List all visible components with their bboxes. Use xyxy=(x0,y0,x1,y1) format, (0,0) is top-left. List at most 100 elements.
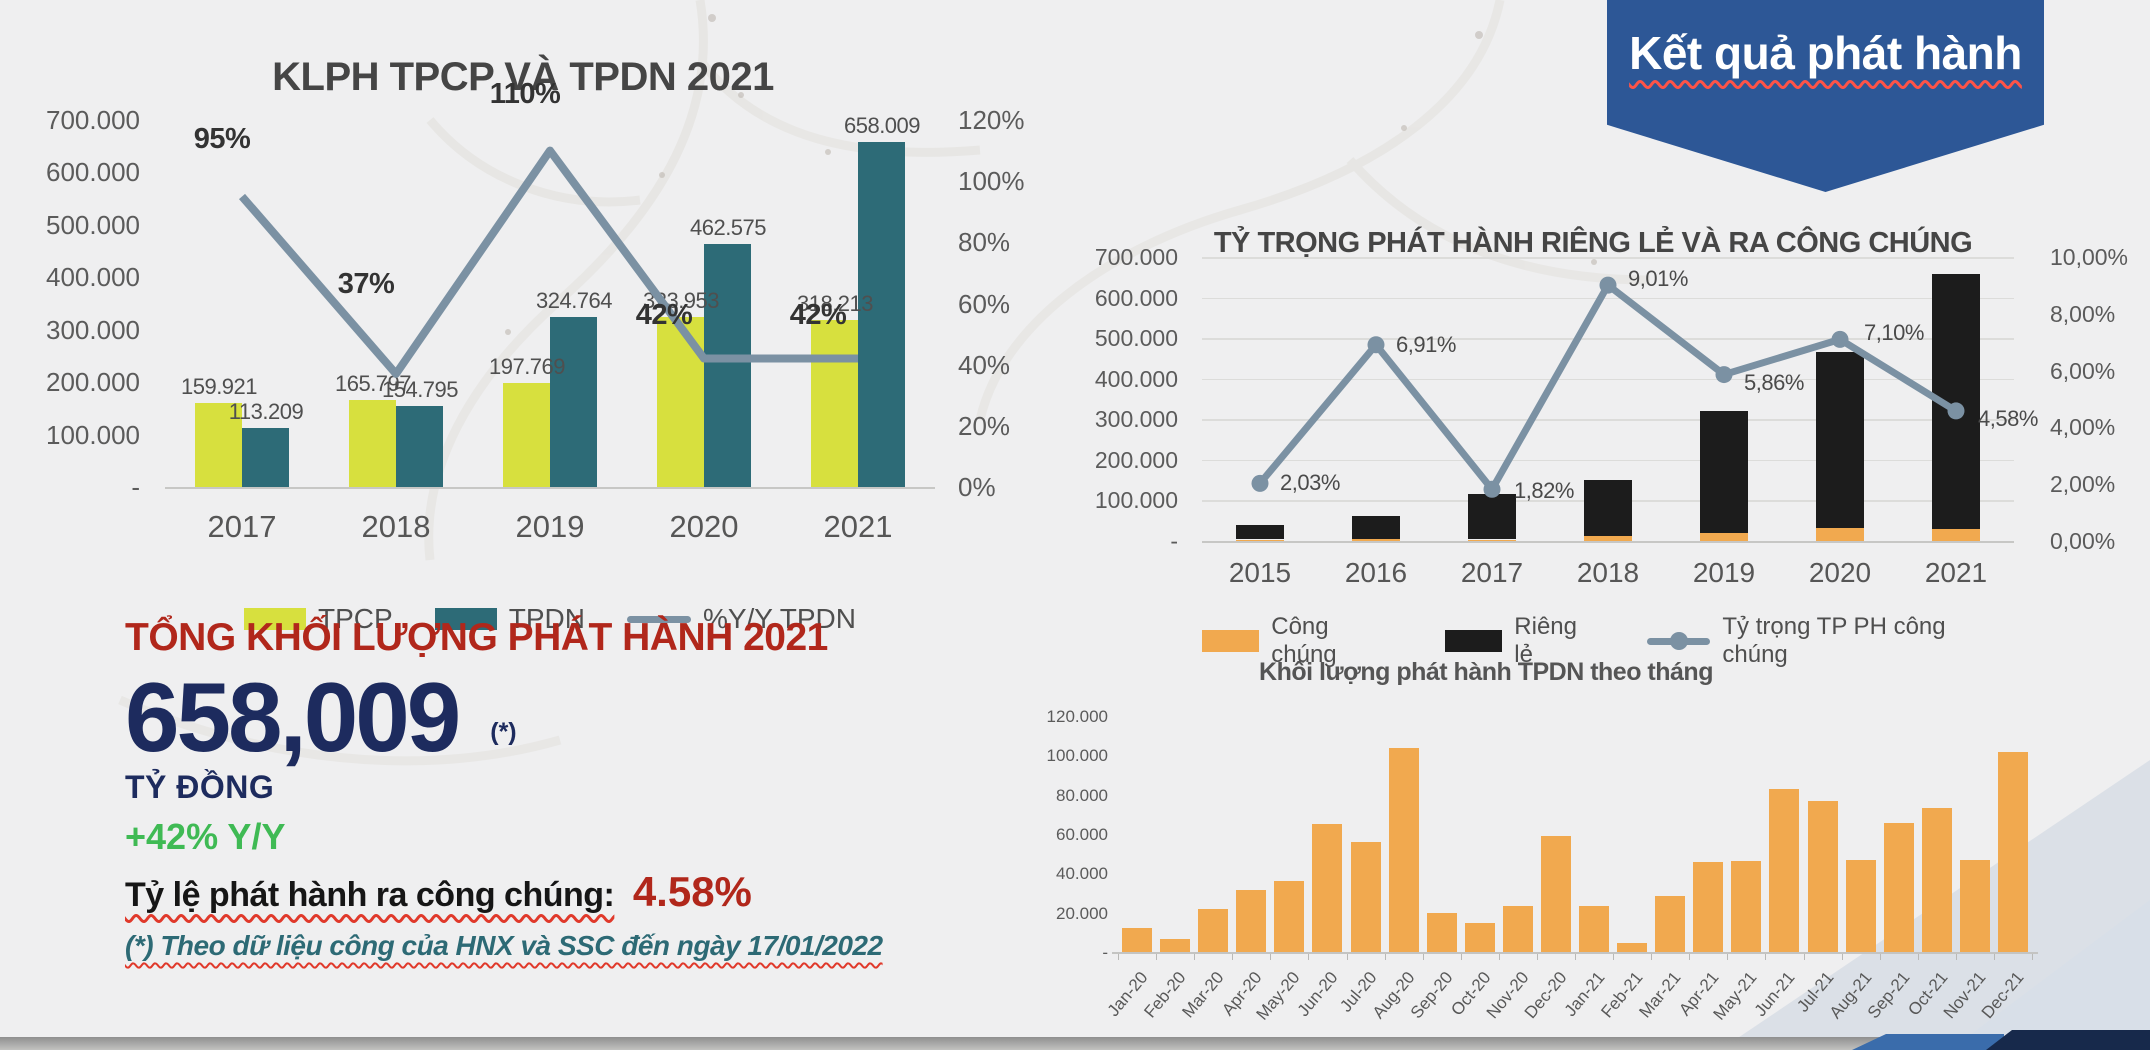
chart3-bar-month xyxy=(1122,928,1153,952)
decor-bottom-navy-strip xyxy=(1986,1030,2150,1050)
chart3-bar-month xyxy=(1236,890,1267,952)
chart2-ratio-label: 6,91% xyxy=(1396,331,1456,357)
chart2-right-axis-tick: 0,00% xyxy=(2050,528,2116,554)
chart3-axis-tickmark xyxy=(1879,954,1881,960)
chart2-bar-cong-chung xyxy=(1468,539,1516,541)
chart3-bar-month xyxy=(1617,943,1648,952)
chart1-yoy-label: 42% xyxy=(635,298,693,331)
chart3-y-axis-tick: 100.000 xyxy=(1046,746,1108,766)
chart1-bar-tpdn xyxy=(396,405,443,487)
chart3-axis-tickmark xyxy=(1194,954,1196,960)
chart2-legend-label: Công chúng xyxy=(1271,613,1337,668)
chart3-bar-month xyxy=(1845,859,1876,952)
chart1-legend: TPCP TPDN %Y/Y TPDN xyxy=(165,603,935,635)
chart2-ratio-label: 1,82% xyxy=(1514,478,1574,504)
chart3-axis-tickmark xyxy=(2032,954,2033,960)
chart3-bar-month xyxy=(1921,808,1952,952)
chart1-legend-label: TPCP xyxy=(318,603,393,634)
chart2-right-axis-tick: 8,00% xyxy=(2050,300,2116,327)
chart2-legend-item: Riêng lẻ xyxy=(1445,613,1601,669)
chart3-bar-month xyxy=(1312,824,1343,952)
chart2-left-axis-tick: 400.000 xyxy=(1094,365,1178,392)
chart1-right-axis-tick: 80% xyxy=(958,227,1011,258)
chart1-right-axis-tick: 20% xyxy=(958,410,1011,441)
chart3-bar-month xyxy=(1350,841,1381,952)
chart1-yoy-label: 110% xyxy=(489,77,561,110)
chart2-title: TỶ TRỌNG PHÁT HÀNH RIÊNG LẺ VÀ RA CÔNG C… xyxy=(1213,227,1973,259)
chart2-bar-rieng-le xyxy=(1700,411,1748,534)
chart3-axis-tickmark xyxy=(1575,954,1576,960)
chart1-yoy-label: 37% xyxy=(337,267,395,300)
chart1-baseline xyxy=(165,487,935,489)
chart2-right-axis-tick: 6,00% xyxy=(2050,357,2116,384)
chart3-axis-tickmark xyxy=(1803,954,1805,960)
chart1-right-axis-tick: 0% xyxy=(958,472,996,502)
chart3-y-axis-tick: 40.000 xyxy=(1056,864,1108,884)
chart2-baseline xyxy=(1202,541,2014,543)
chart2-legend-swatch xyxy=(1445,630,1503,652)
chart2-left-axis-tick: 300.000 xyxy=(1094,406,1178,433)
chart2-left-axis-tick: 100.000 xyxy=(1094,487,1178,514)
chart3-bar-month xyxy=(1997,752,2028,952)
chart3-y-axis-tick: 120.000 xyxy=(1046,707,1108,726)
chart3-bar-month xyxy=(1274,881,1305,952)
chart1-left-axis-tick: 700.000 xyxy=(46,105,140,135)
chart1-bar-value-tpcp: 197.769 xyxy=(488,354,566,380)
chart1-bar-value-tpdn: 113.209 xyxy=(228,398,304,424)
chart2-ratio-label: 5,86% xyxy=(1744,369,1804,395)
chart3-axis-tickmark xyxy=(1955,954,1957,960)
chart2-left-axis-tick: 600.000 xyxy=(1094,284,1178,311)
chart1-bar-value-tpdn: 658.009 xyxy=(843,113,921,138)
kpi-number-row: 658,009 (*) xyxy=(125,666,985,769)
chart2-ratio-label: 2,03% xyxy=(1280,470,1340,496)
chart1-bar-tpcp xyxy=(195,403,242,487)
chart1-x-label: 2020 xyxy=(669,509,739,544)
chart3-axis-tickmark xyxy=(1156,954,1158,960)
chart2-gridline xyxy=(1202,459,2014,462)
chart1-bar-value-tpdn: 462.575 xyxy=(689,215,767,241)
chart3-bar-month xyxy=(1198,908,1229,952)
chart1-title: KLPH TPCP VÀ TPDN 2021 xyxy=(272,55,774,99)
chart2-legend-swatch xyxy=(1202,630,1260,652)
chart2-legend: Công chúng Riêng lẻ Tỷ trọng TP PH công ch… xyxy=(1202,613,2014,669)
chart3-bar-month xyxy=(1769,788,1800,952)
chart3-axis-tickmark xyxy=(1232,954,1234,960)
chart3-axis-tickmark xyxy=(1308,954,1310,960)
chart2-gridline xyxy=(1202,297,2014,300)
chart3-bar-month xyxy=(1731,860,1762,952)
chart1-x-label: 2019 xyxy=(515,509,585,544)
chart2-ratio-label: 4,58% xyxy=(1978,405,2038,431)
chart2-x-label: 2018 xyxy=(1576,557,1640,588)
chart1-right-axis-tick: 40% xyxy=(958,349,1011,380)
chart2-left-axis-tick: 500.000 xyxy=(1094,325,1178,352)
chart1-yoy-label: 95% xyxy=(193,123,251,156)
chart1-bar-value-tpcp: 159.921 xyxy=(180,374,258,400)
chart1-bar-tpdn xyxy=(550,316,597,487)
chart3-axis-tickmark xyxy=(1841,954,1843,960)
chart3-bar-month xyxy=(1160,939,1191,952)
chart2-right-axis-tick: 10,00% xyxy=(2050,244,2129,270)
chart3-bar-month xyxy=(1883,823,1914,952)
kpi-asterisk: (*) xyxy=(490,718,517,746)
chart3-axis-tickmark xyxy=(1993,954,1995,960)
chart1-legend-item: TPCP xyxy=(244,603,393,635)
chart2-bar-cong-chung xyxy=(1816,527,1864,541)
chart2-gridline xyxy=(1202,257,2014,259)
chart1-left-axis-tick: 400.000 xyxy=(46,262,140,293)
chart3-y-axis-tick: 80.000 xyxy=(1056,785,1108,805)
chart3-y-axis-tick: - xyxy=(1102,943,1108,962)
chart2-bar-rieng-le xyxy=(1468,493,1516,540)
chart1-left-axis-tick: 200.000 xyxy=(46,367,140,398)
chart1-left-axis-tick: 500.000 xyxy=(46,209,140,240)
chart3-axis-tickmark xyxy=(1346,954,1348,960)
chart2-legend-line-swatch xyxy=(1647,632,1711,650)
kpi-public-ratio-label: Tỷ lệ phát hành ra công chúng: xyxy=(125,875,615,914)
chart3-bar-month xyxy=(1464,923,1495,952)
chart1-right-axis-tick: 120% xyxy=(958,105,1025,135)
chart2-legend-item: Tỷ trọng TP PH công chúng xyxy=(1647,613,2014,669)
chart3-bar-month xyxy=(1540,835,1571,952)
chart1-bar-tpcp xyxy=(811,320,858,487)
chart1-yoy-label: 42% xyxy=(789,298,847,331)
chart1-legend-swatch xyxy=(434,608,497,630)
